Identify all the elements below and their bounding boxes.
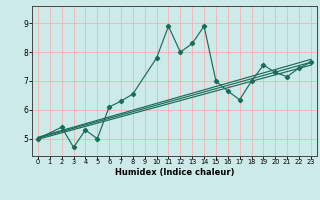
- X-axis label: Humidex (Indice chaleur): Humidex (Indice chaleur): [115, 168, 234, 177]
